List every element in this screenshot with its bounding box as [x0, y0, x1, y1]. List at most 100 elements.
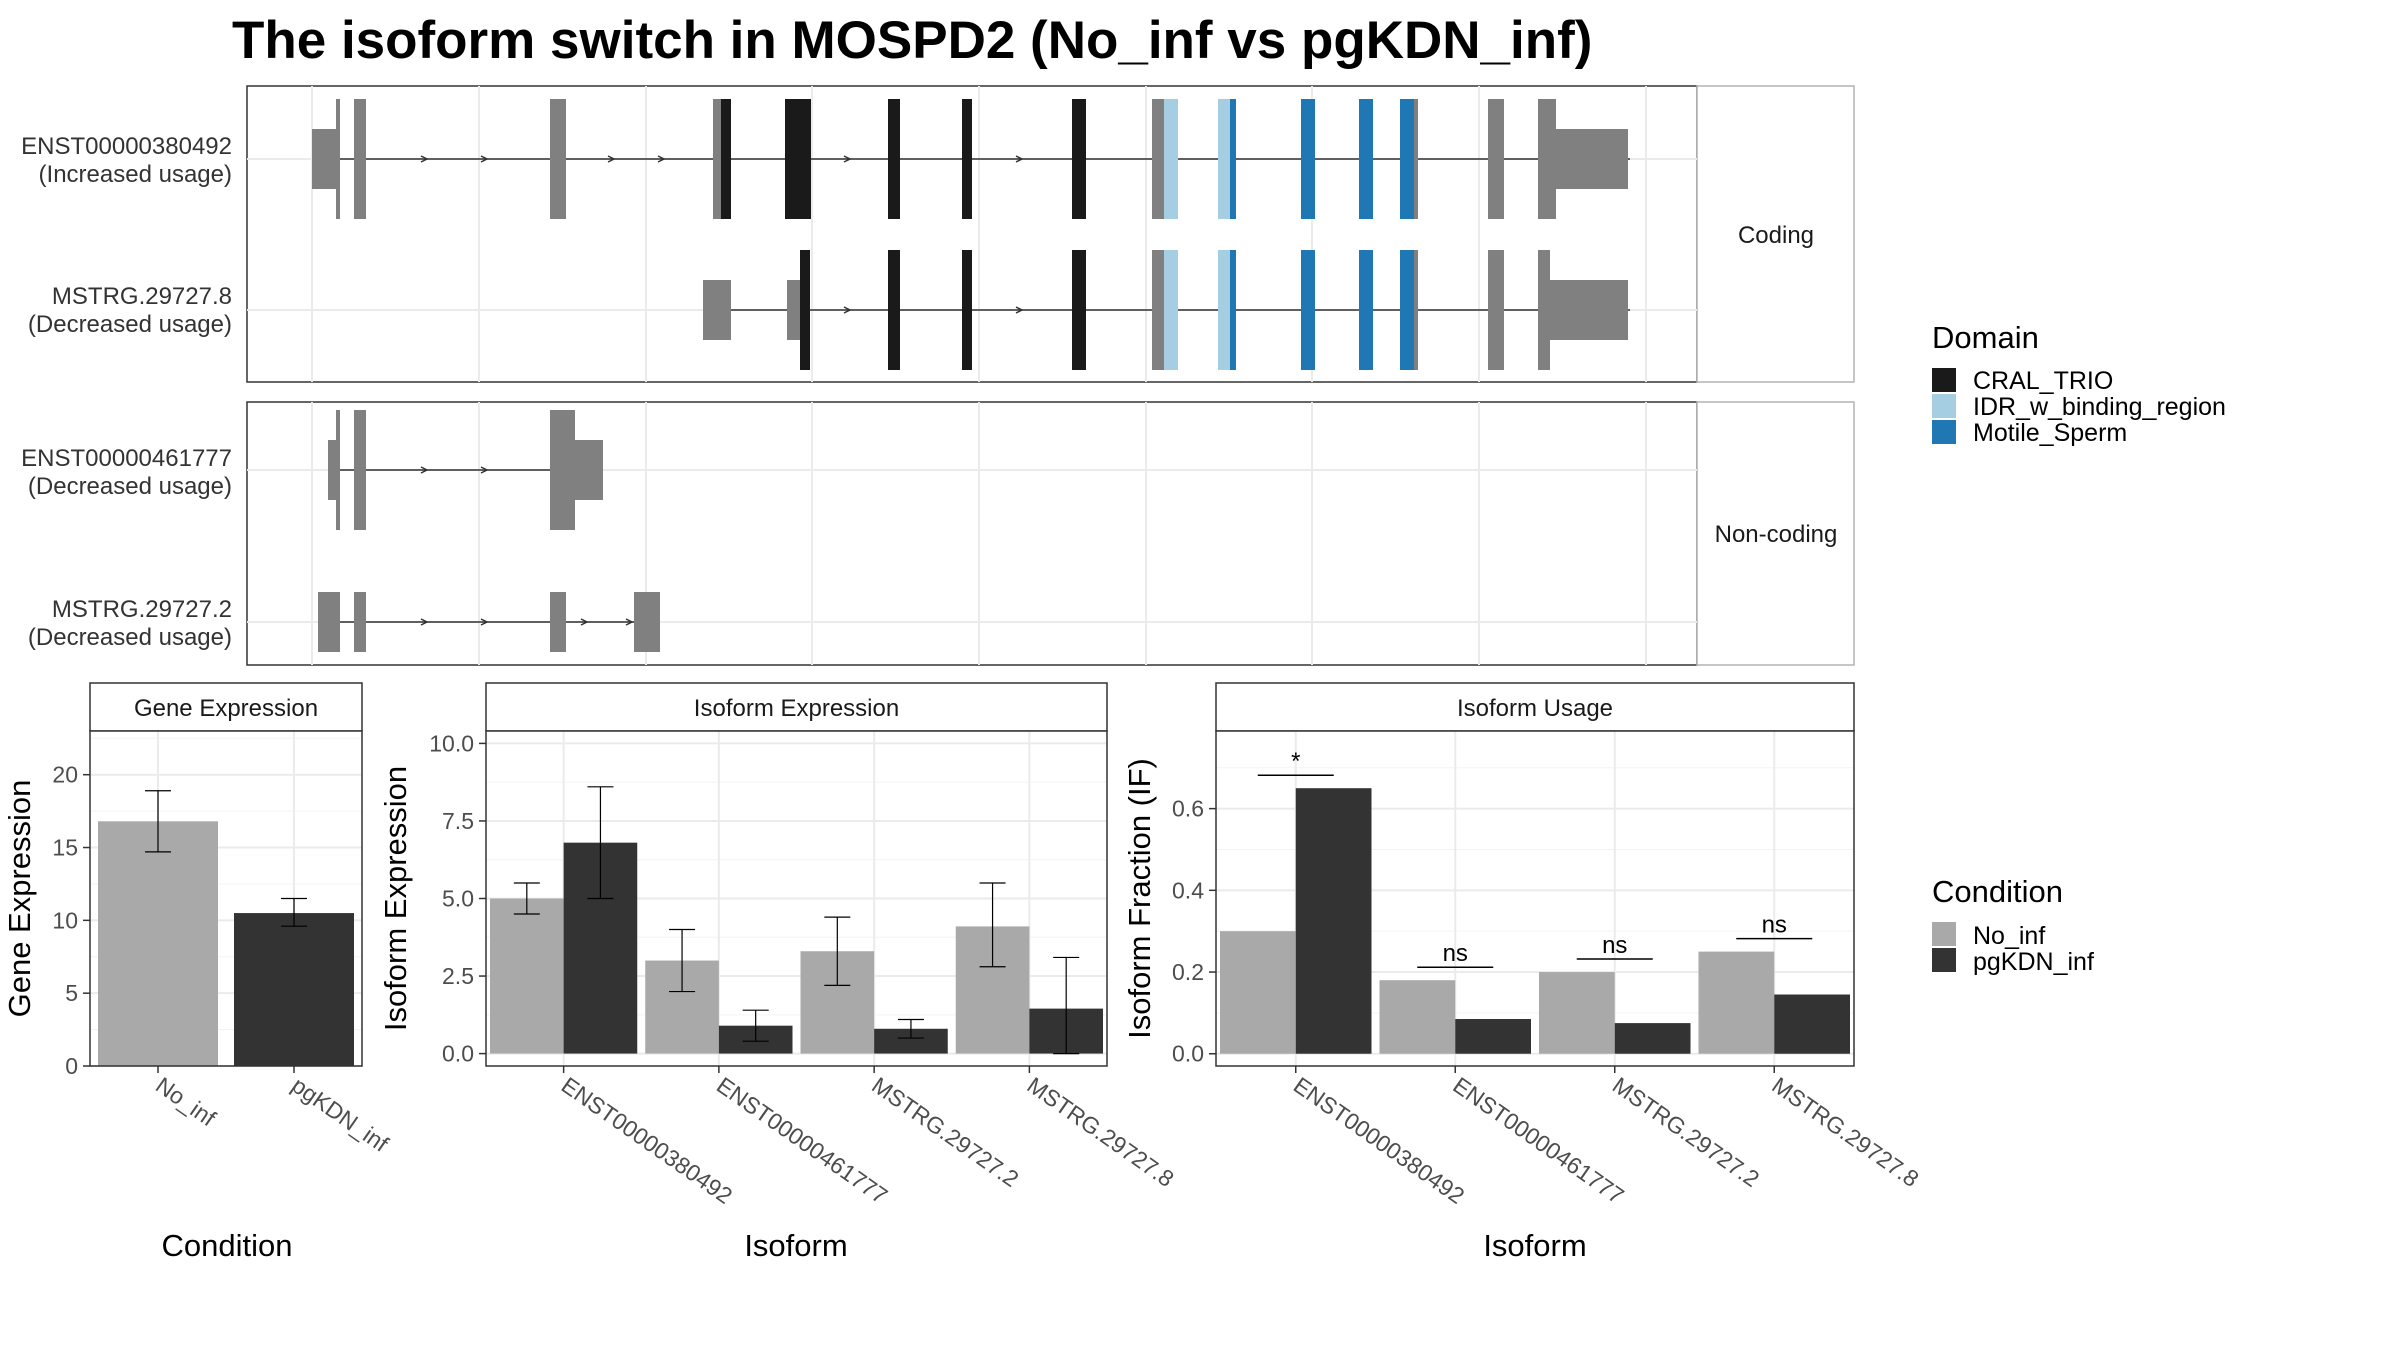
- legend-key-pgkdn-inf: [1932, 948, 1956, 972]
- strand-arrow: [843, 306, 852, 314]
- y-tick-label: 0.4: [1172, 877, 1204, 903]
- exon-block: [354, 592, 366, 652]
- strand-arrow: [607, 155, 616, 163]
- exon-block: [703, 280, 731, 340]
- exon-block: [1414, 250, 1418, 370]
- exon-block: [1230, 99, 1236, 219]
- strand-arrow: [480, 618, 489, 626]
- strand-arrow: [420, 466, 429, 474]
- exon-block: [1152, 99, 1164, 219]
- exon-block: [1359, 250, 1373, 370]
- exon-block: [1414, 99, 1418, 219]
- bar: [1455, 1019, 1531, 1054]
- exon-block: [1218, 99, 1230, 219]
- strand-arrow: [1015, 155, 1024, 163]
- exon-block: [550, 410, 575, 530]
- exon-block: [1072, 99, 1086, 219]
- y-axis-title: Gene Expression: [2, 780, 37, 1018]
- strand-arrow: [1015, 306, 1024, 314]
- significance-label: ns: [1443, 940, 1468, 967]
- exon-block: [962, 99, 972, 219]
- exon-block: [1488, 250, 1504, 370]
- exon-block: [1538, 250, 1550, 370]
- exon-block: [318, 592, 340, 652]
- exon-block: [550, 99, 566, 219]
- exon-block: [1550, 280, 1628, 340]
- transcript-label: ENST00000380492: [21, 133, 232, 160]
- y-tick-label: 2.5: [442, 963, 474, 989]
- exon-block: [1488, 99, 1504, 219]
- y-tick-label: 0.0: [1172, 1041, 1204, 1067]
- condition-legend-title: Condition: [1932, 874, 2063, 909]
- exon-block: [550, 592, 566, 652]
- exon-block: [888, 250, 900, 370]
- x-axis-title: Condition: [162, 1228, 293, 1263]
- strand-arrow: [480, 466, 489, 474]
- exon-block: [1301, 250, 1315, 370]
- strand-arrow: [420, 155, 429, 163]
- exon-block: [1230, 250, 1236, 370]
- chart-strip: [485, 682, 1108, 732]
- exon-block: [575, 440, 603, 500]
- bar: [1614, 1023, 1691, 1054]
- strand-arrow: [843, 155, 852, 163]
- coding-facet-label: Coding: [1738, 222, 1814, 249]
- panel-border: [1215, 730, 1855, 1067]
- strand-arrow: [480, 155, 489, 163]
- x-tick-label: MSTRG.29727.2: [867, 1072, 1023, 1192]
- exon-block: [1301, 99, 1315, 219]
- bar: [490, 898, 564, 1054]
- chart-title: Isoform Expression: [694, 695, 899, 722]
- y-tick-label: 0.0: [442, 1041, 474, 1067]
- exon-block: [1359, 99, 1373, 219]
- exon-block: [312, 129, 338, 189]
- exon-block: [800, 250, 810, 370]
- noncoding-facet-label: Non-coding: [1715, 521, 1838, 548]
- x-tick-label: MSTRG.29727.2: [1608, 1072, 1764, 1192]
- legend-label-motile-sperm: Motile_Sperm: [1973, 419, 2127, 447]
- bar: [98, 821, 218, 1066]
- y-tick-label: 0.2: [1172, 959, 1204, 985]
- exon-block: [1164, 250, 1178, 370]
- exon-block: [787, 280, 803, 340]
- x-tick-label: ENST00000380492: [557, 1072, 737, 1209]
- exon-block: [1400, 250, 1414, 370]
- y-tick-label: 10: [52, 907, 78, 933]
- legend-key-no-inf: [1932, 922, 1956, 946]
- bar: [1539, 972, 1615, 1054]
- y-axis-title: Isoform Fraction (IF): [1122, 758, 1157, 1039]
- gene-expression-chart: Gene Expression 0 5 10 15 20 No_inf pgKDN_inf Co…: [2, 682, 394, 1263]
- y-tick-label: 20: [52, 762, 78, 788]
- exon-block: [1152, 250, 1164, 370]
- y-tick-label: 0.6: [1172, 796, 1204, 822]
- domain-legend: Domain CRAL_TRIO IDR_w_binding_region Mo…: [1932, 320, 2226, 447]
- x-tick-label: ENST00000461777: [712, 1072, 892, 1209]
- x-tick-label: ENST00000461777: [1448, 1072, 1628, 1209]
- bar: [1379, 980, 1456, 1054]
- plot-title: The isoform switch in MOSPD2 (No_inf vs …: [232, 11, 1592, 70]
- isoform-expression-chart: Isoform Expression 0.0 2.5 5.0 7.5 10.0 ENST00…: [378, 682, 1179, 1263]
- exon-block: [336, 410, 340, 530]
- transcript-status: (Decreased usage): [28, 311, 232, 338]
- significance-label: ns: [1762, 912, 1787, 939]
- significance-label: *: [1291, 748, 1300, 775]
- exon-block: [1538, 99, 1556, 219]
- exon-block: [962, 250, 972, 370]
- legend-label-pgkdn-inf: pgKDN_inf: [1973, 948, 2094, 976]
- bar: [1698, 951, 1775, 1054]
- exon-block: [1218, 250, 1230, 370]
- bar: [1220, 931, 1296, 1054]
- legend-key-motile-sperm: [1932, 420, 1956, 444]
- noncoding-transcript-panel: Non-coding: [246, 401, 1855, 666]
- bar: [234, 913, 354, 1066]
- x-tick-label: No_inf: [151, 1072, 221, 1132]
- transcript-label: MSTRG.29727.2: [52, 596, 232, 623]
- y-tick-label: 15: [52, 835, 78, 861]
- transcript-label: MSTRG.29727.8: [52, 283, 232, 310]
- exon-block: [336, 99, 340, 219]
- exon-block: [713, 99, 721, 219]
- legend-label-cral-trio: CRAL_TRIO: [1973, 367, 2113, 395]
- coding-facet-strip: [1696, 85, 1855, 383]
- bar: [1774, 994, 1850, 1054]
- legend-label-no-inf: No_inf: [1973, 922, 2045, 950]
